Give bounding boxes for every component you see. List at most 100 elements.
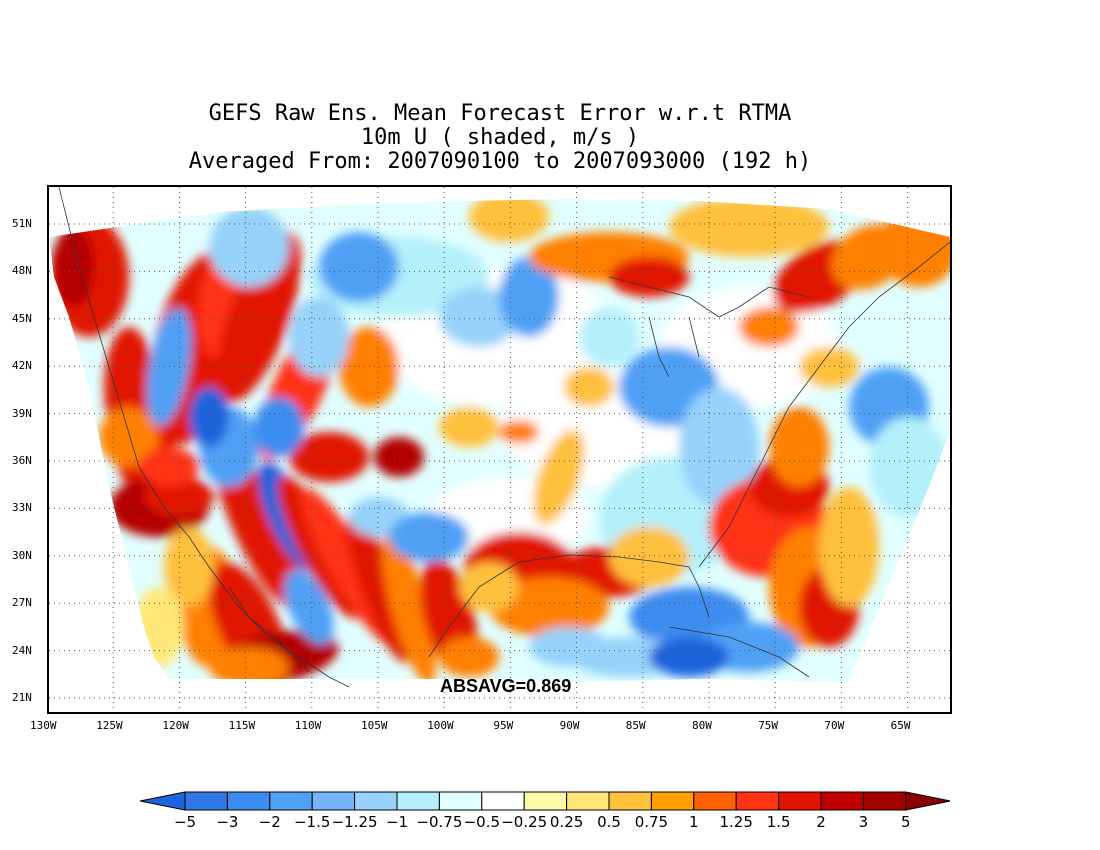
colorbar-segment	[523, 791, 568, 811]
lon-label: 80W	[692, 719, 712, 732]
lon-label: 70W	[824, 719, 845, 732]
field-blob	[164, 527, 214, 607]
lat-label: 39N	[12, 406, 32, 420]
colorbar-right-arrow	[905, 791, 950, 811]
colorbar-segment	[650, 791, 695, 811]
lat-label: 45N	[12, 311, 32, 325]
lake-michigan-outline	[648, 316, 700, 378]
field-blob	[489, 577, 609, 637]
colorbar-label: −1.5	[293, 813, 331, 831]
lon-label: 100W	[427, 719, 454, 732]
lat-label: 36N	[12, 454, 32, 467]
colorbar-label: 1.5	[766, 813, 791, 831]
lon-label: 115W	[228, 719, 256, 732]
field-blob	[799, 347, 859, 387]
field-blob	[739, 307, 799, 347]
lat-label: 27N	[12, 596, 32, 610]
colorbar-label: −3	[216, 813, 239, 831]
field-blob	[564, 367, 614, 407]
title-line-1: GEFS Raw Ens. Mean Forecast Error w.r.t …	[208, 101, 792, 126]
colorbar-segment	[481, 791, 525, 811]
colorbar-label: 2	[816, 813, 826, 831]
field-blob	[217, 231, 301, 403]
field-blob	[533, 429, 585, 525]
field-blob	[381, 529, 437, 682]
field-blob	[819, 487, 879, 607]
field-blob	[289, 432, 369, 482]
field-blob	[214, 444, 304, 610]
title-line-2: 10m U ( shaded, m/s )	[360, 125, 640, 150]
lat-label: 48N	[12, 264, 32, 278]
west-coastline	[58, 187, 350, 688]
lat-label: 24N	[12, 643, 32, 657]
colorbar-label: 0.5	[597, 813, 621, 831]
field-blob	[319, 232, 399, 302]
field-blob	[469, 199, 549, 242]
colorbar-label: 0.75	[634, 813, 669, 831]
great-lakes-outline	[608, 276, 810, 318]
title-line-3: Averaged From: 2007090100 to 2007093000 …	[188, 149, 812, 174]
field-blob	[139, 447, 199, 487]
colorbar-segment	[354, 791, 398, 811]
colorbar-label: −1.25	[331, 813, 378, 831]
colorbar-label: −2	[258, 813, 281, 831]
lon-label: 105W	[361, 719, 388, 732]
lon-label: 85W	[625, 719, 646, 732]
cuba-outline	[668, 626, 810, 678]
lon-label: 75W	[758, 719, 779, 732]
field-blob	[374, 437, 424, 477]
colorbar-segment	[269, 791, 313, 811]
colorbar-segment	[862, 791, 907, 811]
absavg-label: ABSAVG=0.869	[440, 676, 572, 696]
field-blob	[346, 511, 412, 663]
field-blob	[289, 297, 349, 377]
field-blob	[679, 387, 759, 507]
field-blob	[609, 527, 689, 587]
error-field-map	[49, 187, 950, 712]
colorbar-left-arrow	[140, 791, 186, 811]
colorbar-segment	[184, 791, 228, 811]
lon-label: 110W	[294, 719, 322, 732]
field-blob	[869, 417, 949, 517]
lon-label: 65W	[890, 719, 911, 732]
field-blob	[769, 407, 829, 487]
field-blob	[499, 420, 539, 444]
colorbar-label: −1	[385, 813, 409, 831]
colorbar-segment	[778, 791, 822, 811]
field-blob	[389, 512, 469, 562]
lon-label: 130W	[30, 719, 57, 732]
colorbar-segment	[566, 791, 610, 811]
baja-coastline	[228, 586, 310, 673]
lat-label: 51N	[12, 217, 32, 230]
graticule	[49, 187, 950, 712]
colorbar	[140, 791, 950, 811]
field-blob	[439, 287, 519, 347]
colorbar-segment	[438, 791, 483, 811]
field-blob	[669, 199, 829, 257]
colorbar-segment	[608, 791, 652, 811]
field-blob	[439, 637, 499, 677]
error-field	[49, 199, 950, 682]
field-blob	[134, 587, 184, 667]
field-blob	[146, 307, 192, 427]
lon-label: 95W	[493, 719, 514, 732]
map-frame	[47, 185, 952, 714]
lon-label: 120W	[162, 719, 189, 732]
colorbar-segment	[311, 791, 356, 811]
colorbar-segment	[735, 791, 780, 811]
field-blob	[189, 387, 229, 447]
colorbar-segment	[226, 791, 271, 811]
colorbar-label: −0.25	[501, 813, 548, 831]
field-blob	[209, 647, 289, 682]
field-blob	[579, 307, 639, 367]
lat-label: 42N	[12, 359, 32, 373]
colorbar-segment	[820, 791, 864, 811]
lat-label: 33N	[12, 501, 32, 515]
map-title: GEFS Raw Ens. Mean Forecast Error w.r.t …	[0, 102, 1000, 174]
lon-label: 125W	[96, 719, 123, 732]
lat-label: 30N	[12, 548, 32, 562]
field-blob	[54, 227, 94, 307]
field-blob	[254, 397, 304, 457]
east-coastline	[698, 241, 950, 568]
field-blob	[209, 207, 289, 287]
